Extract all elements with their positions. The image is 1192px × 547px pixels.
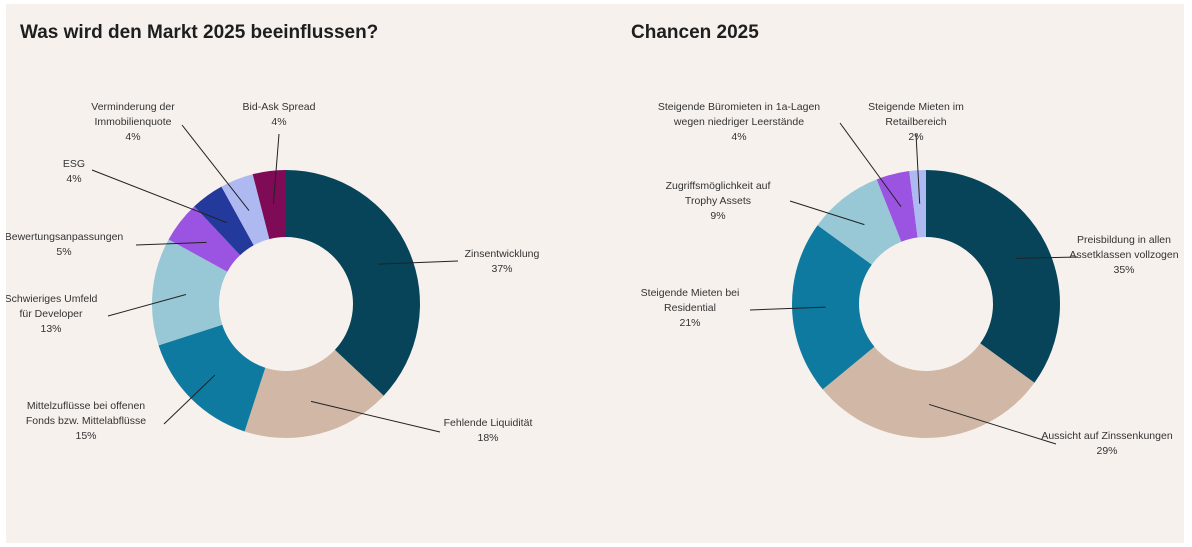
slice-label-2-5: Steigende Büromieten in 1a-Lagen wegen ni… xyxy=(658,101,820,143)
donut-slice-2-2 xyxy=(822,343,1035,439)
donut-slice-1-6 xyxy=(194,186,254,256)
slice-value-label: 4% xyxy=(271,116,286,128)
leader-line-1-2 xyxy=(310,400,441,433)
donut-slice-2-5 xyxy=(876,171,918,242)
slice-label-1-1: Zinsentwicklung 37% xyxy=(465,248,540,275)
slice-category-label: Residential xyxy=(664,302,716,314)
slice-value-label: 18% xyxy=(477,432,498,444)
slice-value-label: 4% xyxy=(125,131,140,143)
slice-category-label: Verminderung der xyxy=(91,101,175,113)
donut-slice-1-5 xyxy=(168,206,241,272)
slice-label-1-6: ESG 4% xyxy=(63,158,85,185)
slice-category-label: Steigende Mieten im xyxy=(868,101,964,113)
slice-category-label: Aussicht auf Zinssenkungen xyxy=(1041,430,1172,442)
slice-value-label: 37% xyxy=(491,263,512,275)
donut-slice-2-3 xyxy=(792,225,875,390)
leader-line-1-8 xyxy=(272,133,280,205)
slice-label-2-1: Preisbildung in allen Assetklassen vollzo… xyxy=(1069,234,1178,276)
leader-line-1-1 xyxy=(378,260,459,265)
slice-category-label: Trophy Assets xyxy=(685,195,751,207)
slice-label-1-3: Mittelzuflüsse bei offenen Fonds bzw. Mit… xyxy=(26,400,146,442)
slice-label-1-5: Bewertungsanpassungen 5% xyxy=(6,231,123,258)
slice-label-1-2: Fehlende Liquidität 18% xyxy=(444,417,533,444)
donut-slice-2-1 xyxy=(926,170,1061,383)
slice-value-label: 9% xyxy=(710,210,725,222)
slice-value-label: 21% xyxy=(679,317,700,329)
chart-title-markt: Was wird den Markt 2025 beeinflussen? xyxy=(20,22,379,43)
slice-category-label: Steigende Mieten bei xyxy=(641,287,740,299)
leader-line-2-2 xyxy=(929,403,1057,445)
slice-value-label: 13% xyxy=(40,323,61,335)
leader-line-2-6 xyxy=(915,133,921,204)
slice-category-label: Schwieriges Umfeld xyxy=(6,293,98,305)
leader-line-1-7 xyxy=(181,124,250,211)
donut-slice-1-7 xyxy=(221,174,270,246)
leader-line-1-5 xyxy=(135,241,207,246)
donut-slice-1-4 xyxy=(152,239,228,346)
donut-slice-1-1 xyxy=(286,170,420,396)
leader-line-1-3 xyxy=(163,374,216,425)
slice-category-label: Immobilienquote xyxy=(94,116,171,128)
slice-label-2-3: Steigende Mieten bei Residential 21% xyxy=(641,287,740,329)
slice-label-2-4: Zugriffsmöglichkeit auf Trophy Assets 9% xyxy=(666,180,771,222)
donut-slice-1-2 xyxy=(244,349,384,438)
slice-category-label: Bewertungsanpassungen xyxy=(6,231,123,243)
slice-category-label: ESG xyxy=(63,158,85,170)
slice-category-label: Steigende Büromieten in 1a-Lagen xyxy=(658,101,820,113)
leader-line-2-5 xyxy=(839,122,902,207)
slice-category-label: Zugriffsmöglichkeit auf xyxy=(666,180,771,192)
leader-line-2-3 xyxy=(749,306,826,311)
donut-chart-1: Zinsentwicklung 37% Fehlende Liquidität 18%… xyxy=(6,101,540,444)
slice-category-label: Bid-Ask Spread xyxy=(243,101,316,113)
chart-canvas: Was wird den Markt 2025 beeinflussen? Ch… xyxy=(6,4,1184,543)
donut-charts: Zinsentwicklung 37% Fehlende Liquidität 18%… xyxy=(6,101,1179,457)
slice-value-label: 4% xyxy=(66,173,81,185)
donut-slice-2-4 xyxy=(817,179,902,265)
leader-line-2-4 xyxy=(789,200,865,226)
slice-category-label: Zinsentwicklung xyxy=(465,248,540,260)
slice-value-label: 35% xyxy=(1113,264,1134,276)
slice-label-1-8: Bid-Ask Spread 4% xyxy=(243,101,316,128)
slice-value-label: 5% xyxy=(56,246,71,258)
slice-category-label: für Developer xyxy=(19,308,83,320)
slice-label-1-7: Verminderung der Immobilienquote 4% xyxy=(91,101,175,143)
donut-slice-1-8 xyxy=(252,170,286,240)
chart-title-chancen: Chancen 2025 xyxy=(631,22,759,43)
slice-category-label: wegen niedriger Leerstände xyxy=(673,116,804,128)
slice-category-label: Fehlende Liquidität xyxy=(444,417,533,429)
slice-label-2-6: Steigende Mieten im Retailbereich 2% xyxy=(868,101,964,143)
leader-line-1-4 xyxy=(107,294,187,317)
slice-category-label: Fonds bzw. Mittelabflüsse xyxy=(26,415,146,427)
slice-value-label: 29% xyxy=(1096,445,1117,457)
slice-category-label: Assetklassen vollzogen xyxy=(1069,249,1178,261)
slice-value-label: 4% xyxy=(731,131,746,143)
donut-slice-2-6 xyxy=(909,170,926,238)
slice-category-label: Retailbereich xyxy=(885,116,946,128)
slice-label-1-4: Schwieriges Umfeld für Developer 13% xyxy=(6,293,98,335)
leader-line-1-6 xyxy=(91,169,228,224)
slice-label-2-2: Aussicht auf Zinssenkungen 29% xyxy=(1041,430,1172,457)
donut-chart-2: Preisbildung in allen Assetklassen vollzo… xyxy=(641,101,1179,457)
slice-value-label: 2% xyxy=(908,131,923,143)
slice-value-label: 15% xyxy=(75,430,96,442)
slice-category-label: Mittelzuflüsse bei offenen xyxy=(27,400,145,412)
slice-category-label: Preisbildung in allen xyxy=(1077,234,1171,246)
leader-line-2-1 xyxy=(1015,256,1079,259)
